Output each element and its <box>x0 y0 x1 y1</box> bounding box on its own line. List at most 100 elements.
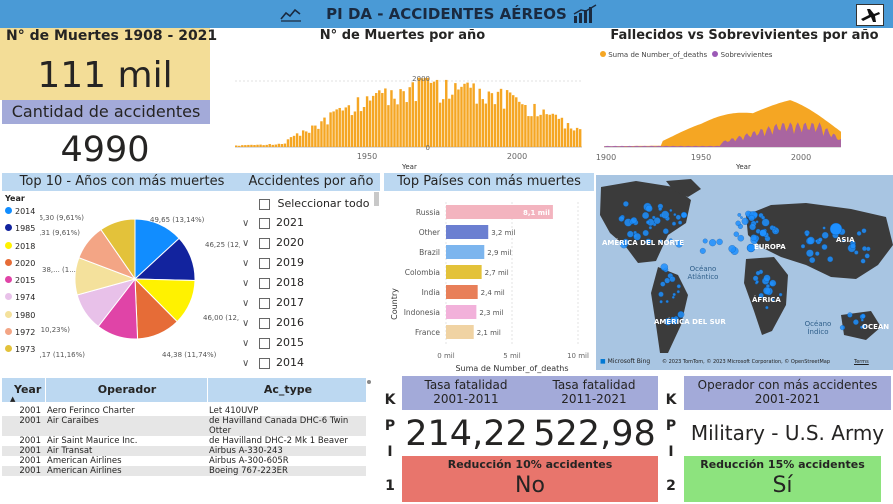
map-point <box>658 239 663 244</box>
chevron-down-icon[interactable]: ∨ <box>242 218 250 229</box>
bar-1984 <box>466 82 469 147</box>
line-chart-icon <box>280 8 301 22</box>
bar-1978 <box>448 98 451 147</box>
pie-label-2014: 49,65 (13,14%) <box>150 216 205 224</box>
checkbox[interactable] <box>259 198 270 210</box>
sort-asc-icon[interactable]: ▲ <box>10 395 16 403</box>
slicer-item-2018[interactable]: ∨ 2018 <box>242 276 304 296</box>
map-label-europe: EUROPA <box>754 243 786 251</box>
bar-2000 <box>515 97 518 147</box>
slicer-item-2020[interactable]: ∨ 2020 <box>242 236 304 256</box>
map-point <box>669 238 673 242</box>
map-point <box>761 215 766 220</box>
col-header-actype[interactable]: Ac_type <box>263 383 313 396</box>
bar-1967 <box>414 101 418 147</box>
slicer-select-all[interactable]: Seleccionar todo <box>259 197 369 210</box>
checkbox[interactable] <box>259 317 270 329</box>
map-point <box>702 238 708 244</box>
greenland-shape <box>666 179 701 197</box>
bar-1955 <box>378 90 381 147</box>
world-map[interactable]: AMÉRICA DEL NORTE EUROPA ASIA Océano Atl… <box>596 175 893 370</box>
legend-label: 1973 <box>15 345 36 355</box>
bar-1958 <box>387 105 390 147</box>
kpi1-letters: K P I 1 <box>383 392 397 494</box>
bar-2016 <box>563 128 567 147</box>
map-point <box>618 215 625 222</box>
checkbox[interactable] <box>259 237 270 249</box>
kpi2-letters: K P I 2 <box>664 392 678 494</box>
pie-legend: 2014 1985 2018 2020 2015 1974 1980 1972 1973 <box>5 207 35 363</box>
table-scroll-indicator[interactable] <box>367 380 371 384</box>
bar-2003 <box>524 105 527 147</box>
chevron-down-icon[interactable]: ∨ <box>242 278 250 289</box>
slicer-item-2021[interactable]: ∨ 2021 <box>242 216 304 236</box>
top10-title: Top 10 - Años con más muertes <box>2 173 242 191</box>
slicer-year-label: 2021 <box>276 216 304 229</box>
slicer-item-2016[interactable]: ∨ 2016 <box>242 316 304 336</box>
slicer-year-label: 2015 <box>276 336 304 349</box>
map-point <box>758 292 764 299</box>
bar-1912 <box>247 144 250 147</box>
table-row[interactable]: 2001 Air Transat Airbus A-330-243 <box>2 446 366 456</box>
legend-swatch <box>5 328 12 336</box>
map-point <box>765 305 769 310</box>
legend-label: 2020 <box>15 258 36 268</box>
checkbox[interactable] <box>259 297 270 309</box>
bar-1940 <box>332 111 335 147</box>
table-row[interactable]: 2001 Air Saint Maurice Inc. de Havilland D… <box>2 436 366 446</box>
table-cell: Let 410UVP <box>209 406 259 416</box>
chevron-down-icon[interactable]: ∨ <box>242 358 250 369</box>
table-row[interactable]: 2001 American Airlines Boeing 767-223ER <box>2 466 366 476</box>
kpi1-header: Tasa fatalidad 2001-2011 Tasa fatalidad … <box>402 376 658 410</box>
table-row[interactable]: 2001 Air Caraibes de Havilland Canada DHC-… <box>2 416 366 436</box>
bar-1989 <box>481 99 484 147</box>
map-point <box>866 246 871 252</box>
chevron-down-icon[interactable]: ∨ <box>242 338 250 349</box>
area-survivors <box>604 122 841 147</box>
checkbox[interactable] <box>259 217 270 229</box>
bar-1964 <box>405 102 408 147</box>
map-terms-link[interactable]: Terms <box>854 359 869 365</box>
col-header-operador[interactable]: Operador <box>97 383 157 396</box>
data-label-Russia: 8,1 mil <box>523 209 550 217</box>
chevron-down-icon[interactable]: ∨ <box>242 258 250 269</box>
checkbox[interactable] <box>259 277 270 289</box>
map-point <box>755 280 759 284</box>
bar-1918 <box>265 144 268 147</box>
map-point <box>864 253 870 259</box>
map-point <box>669 208 673 212</box>
slicer-item-2015[interactable]: ∨ 2015 <box>242 336 304 356</box>
pie-legend-title: Year <box>5 194 25 203</box>
legend-label: 1974 <box>15 293 36 303</box>
top10-pie-chart: 49,65 (13,14%) 46,25 (12,... 46,00 (12,1..… <box>40 214 240 359</box>
table-row[interactable]: 2001 Aero Ferinco Charter Let 410UVP <box>2 406 366 416</box>
airplane-button[interactable] <box>856 4 884 26</box>
col-header-year[interactable]: Year <box>14 383 42 396</box>
map-point <box>676 290 680 294</box>
pie-legend-item: 2014 <box>5 207 35 224</box>
slicer-scrollbar[interactable] <box>374 192 379 206</box>
table-row[interactable]: 2001 American Airlines Airbus A-300-605R <box>2 456 366 466</box>
checkbox[interactable] <box>259 357 270 369</box>
bar-1931 <box>305 131 308 147</box>
table-cell: Air Saint Maurice Inc. <box>47 436 138 446</box>
slicer-item-2019[interactable]: ∨ 2019 <box>242 256 304 276</box>
slicer-item-2017[interactable]: ∨ 2017 <box>242 296 304 316</box>
x-axis-label: Year <box>401 163 417 171</box>
chevron-down-icon[interactable]: ∨ <box>242 238 250 249</box>
bar-2002 <box>521 104 524 147</box>
bar-1946 <box>350 115 354 147</box>
chevron-down-icon[interactable]: ∨ <box>242 318 250 329</box>
map-credits: © 2023 TomTom, © 2023 Microsoft Corporat… <box>662 359 831 365</box>
table-cell: 2001 <box>19 436 41 446</box>
bar-1915 <box>256 144 259 147</box>
chevron-down-icon[interactable]: ∨ <box>242 298 250 309</box>
bar-2001 <box>518 101 521 147</box>
map-point <box>755 220 759 224</box>
bar-2018 <box>569 128 573 147</box>
map-label-indian: Océano Índico <box>804 320 832 336</box>
checkbox[interactable] <box>259 337 270 349</box>
slicer-item-2014[interactable]: ∨ 2014 <box>242 356 304 376</box>
checkbox[interactable] <box>259 257 270 269</box>
map-point <box>761 218 770 227</box>
